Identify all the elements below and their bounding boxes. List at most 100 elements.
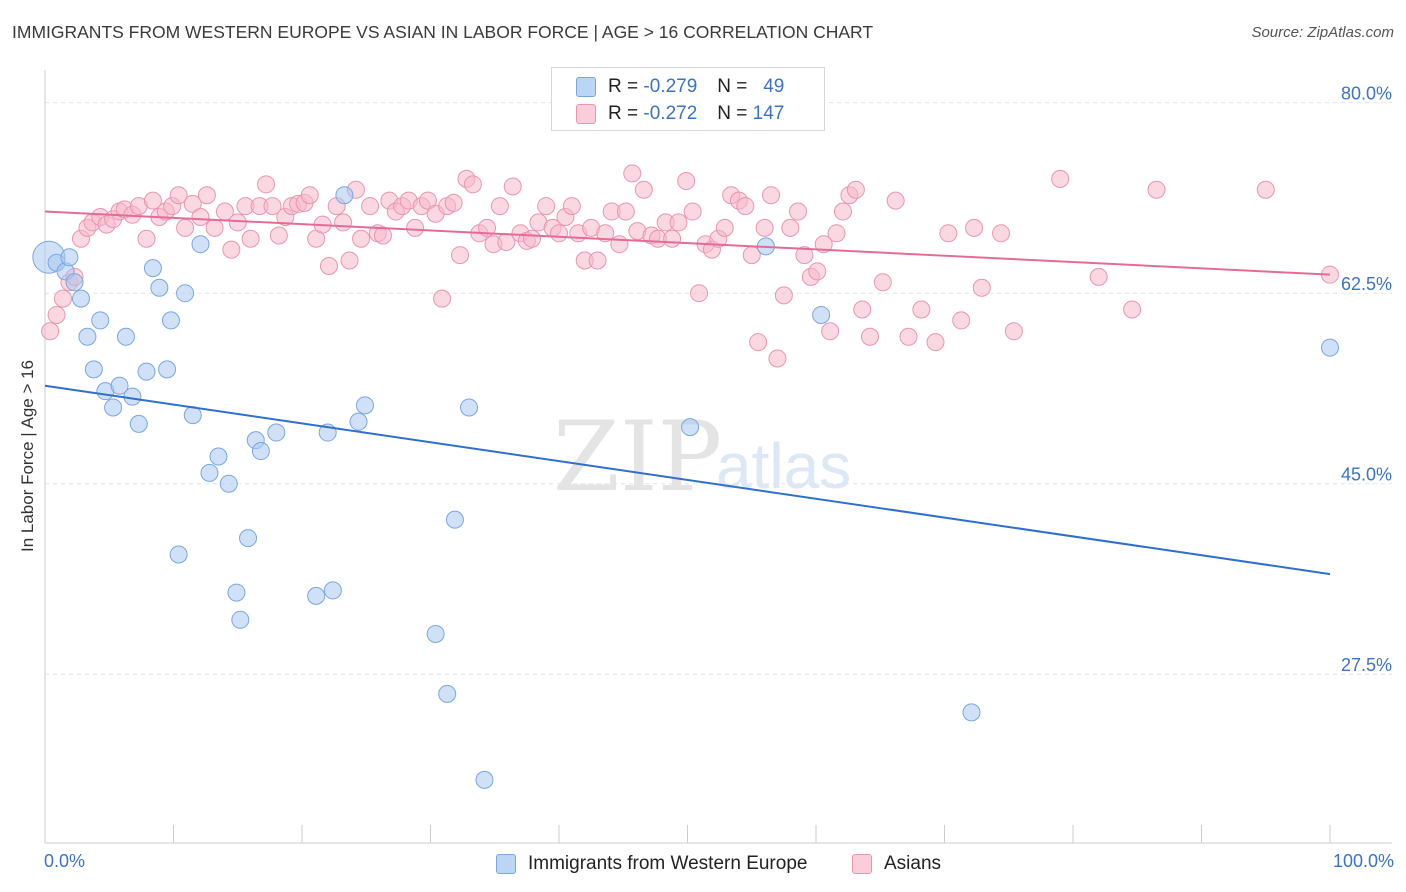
western-europe-point-42: [460, 398, 479, 417]
r-label-blue: R =: [608, 76, 639, 97]
source-credit: Source: ZipAtlas.com: [1251, 24, 1394, 41]
asians-point-77: [550, 224, 568, 243]
asians-point-28: [228, 213, 247, 232]
legend-swatch-pink: [576, 104, 596, 124]
series-swatch-blue: [496, 854, 516, 874]
asians-point-45: [340, 251, 359, 270]
asians-point-131: [952, 311, 971, 330]
asians-point-88: [623, 164, 642, 183]
n-value-blue: 49: [763, 76, 785, 97]
asians-point-133: [972, 278, 991, 297]
asians-point-97: [683, 202, 702, 221]
watermark: ZIP atlas: [553, 401, 851, 513]
western-europe-point-27: [227, 583, 246, 602]
asians-points: [41, 164, 1339, 368]
asians-point-124: [860, 327, 879, 346]
asians-point-140: [1256, 180, 1275, 199]
asians-point-113: [789, 202, 808, 221]
western-europe-point-43: [475, 770, 494, 789]
asians-point-83: [588, 251, 607, 270]
asians-point-59: [433, 289, 452, 308]
western-europe-point-23: [191, 235, 210, 254]
asians-point-102: [715, 218, 734, 237]
asians-point-23: [191, 207, 210, 226]
western-europe-point-21: [176, 284, 195, 303]
western-europe-point-19: [161, 311, 180, 330]
n-label-pink: N =: [717, 103, 748, 124]
asians-point-24: [197, 186, 216, 205]
western-europe-point-46: [812, 305, 831, 324]
asians-point-110: [768, 349, 787, 368]
y-tick-label-1: 45.0%: [1341, 465, 1392, 485]
asians-point-96: [677, 172, 696, 191]
western-europe-point-32: [267, 423, 286, 442]
asians-point-126: [886, 191, 905, 210]
asians-point-86: [610, 235, 629, 254]
y-tick-label-0: 27.5%: [1341, 655, 1392, 675]
x-tick-max: 100.0%: [1332, 851, 1394, 871]
asians-point-119: [827, 224, 846, 243]
western-europe-point-8: [91, 311, 110, 330]
asians-point-61: [444, 193, 463, 212]
chart-title: IMMIGRANTS FROM WESTERN EUROPE VS ASIAN …: [12, 22, 874, 42]
asians-point-79: [562, 197, 581, 216]
asians-point-2: [53, 289, 72, 308]
western-europe-point-25: [209, 447, 228, 466]
asians-point-122: [846, 180, 865, 199]
asians-point-132: [965, 218, 984, 237]
western-europe-point-10: [104, 398, 123, 417]
asians-point-139: [1147, 180, 1166, 199]
asians-point-70: [503, 177, 522, 196]
western-europe-point-47: [962, 703, 981, 722]
asians-point-137: [1089, 267, 1108, 286]
western-europe-trend-line: [44, 384, 1331, 576]
western-europe-point-20: [169, 545, 188, 564]
asians-point-114: [795, 246, 814, 265]
asians-point-42: [319, 256, 338, 275]
asians-point-105: [736, 197, 755, 216]
series-legend-asians: Asians: [852, 851, 941, 877]
asians-point-127: [899, 327, 918, 346]
r-value-pink: -0.272: [643, 103, 698, 124]
western-europe-point-3: [60, 248, 79, 267]
western-europe-point-31: [251, 442, 270, 461]
western-europe-point-18: [158, 360, 177, 379]
western-europe-point-40: [438, 684, 457, 703]
western-europe-point-36: [335, 186, 354, 205]
western-europe-point-35: [323, 581, 342, 600]
asians-point-32: [257, 175, 276, 194]
western-europe-point-37: [349, 412, 368, 431]
asians-point-39: [300, 186, 319, 205]
asians-trend-line: [44, 210, 1331, 276]
series-name-asians: Asians: [884, 853, 942, 874]
asians-point-116: [808, 262, 827, 281]
asians-point-134: [992, 224, 1011, 243]
asians-point-27: [222, 240, 241, 259]
western-europe-point-13: [123, 387, 142, 406]
asians-point-128: [912, 300, 931, 319]
western-europe-point-17: [150, 278, 169, 297]
western-europe-point-24: [200, 463, 219, 482]
asians-point-98: [690, 284, 709, 303]
asians-point-129: [926, 333, 945, 352]
asians-point-0: [41, 322, 60, 341]
western-europe-point-4: [65, 273, 84, 292]
asians-point-21: [176, 218, 195, 237]
asians-point-15: [137, 229, 156, 248]
western-europe-point-26: [219, 474, 238, 493]
asians-point-20: [169, 186, 188, 205]
western-europe-point-48: [1321, 338, 1339, 357]
asians-point-87: [616, 202, 635, 221]
watermark-atlas: atlas: [716, 430, 851, 502]
western-europe-point-15: [137, 362, 156, 381]
asians-point-25: [205, 218, 224, 237]
asians-point-64: [463, 175, 482, 194]
asians-point-90: [634, 180, 653, 199]
asians-point-108: [755, 218, 774, 237]
asians-point-34: [269, 226, 288, 245]
western-europe-point-6: [78, 327, 97, 346]
trend-lines: [44, 210, 1331, 576]
watermark-zip: ZIP: [553, 401, 722, 513]
asians-point-130: [939, 224, 958, 243]
western-europe-point-14: [129, 414, 148, 433]
